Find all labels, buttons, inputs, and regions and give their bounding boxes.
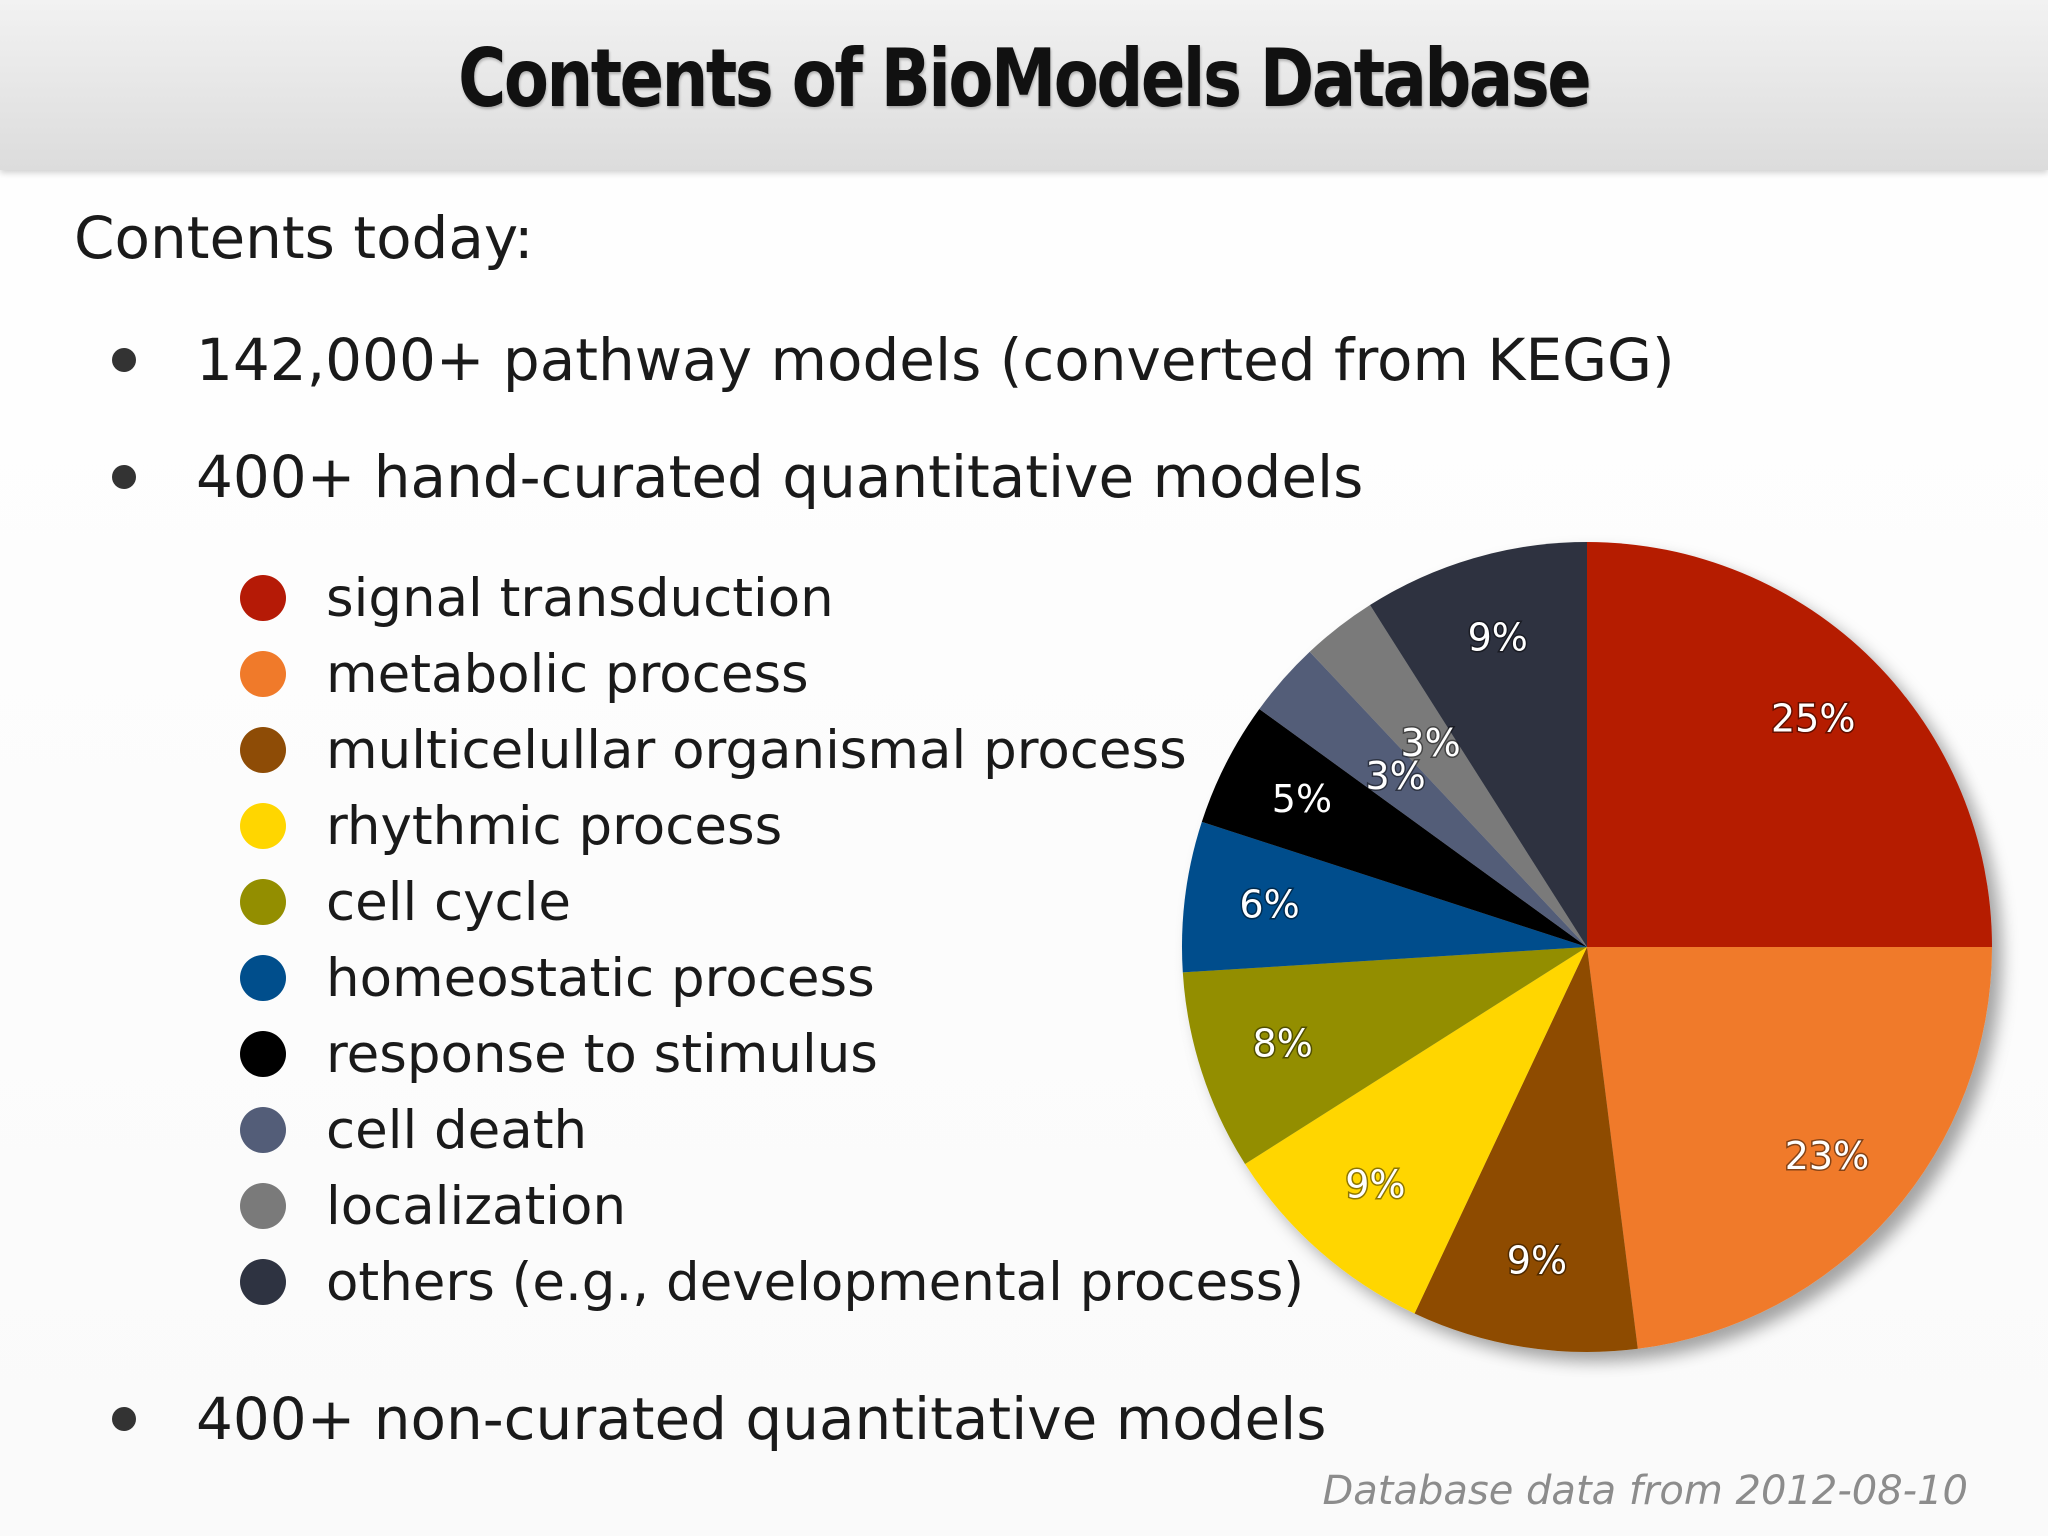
pie-value-label: 25% (1771, 696, 1855, 740)
legend-label: cell death (326, 1099, 588, 1161)
bullet-dot-icon (112, 348, 136, 372)
pie-slice (1182, 947, 1587, 1165)
legend-swatch (240, 1031, 286, 1077)
legend-swatch (240, 1259, 286, 1305)
pie-value-label: 3% (1365, 754, 1425, 798)
pie-value-label: 9% (1468, 615, 1528, 659)
legend-item: others (e.g., developmental process) (240, 1244, 1304, 1320)
bullet-text: 142,000+ pathway models (converted from … (196, 326, 1675, 394)
pie-chart-svg: 25% 23% 9% 9% 8% 6% 5% 3%3% 9% (1182, 542, 1992, 1352)
bullet-curated-models: 400+ hand-curated quantitative models (112, 443, 1363, 511)
pie-value-label: 23% (1785, 1134, 1869, 1178)
pie-slice (1201, 708, 1587, 947)
legend-label: multicelullar organismal process (326, 719, 1187, 781)
legend-item: cell death (240, 1092, 1260, 1168)
legend-swatch (240, 727, 286, 773)
pie-slice (1369, 542, 1587, 947)
legend-label: localization (326, 1175, 627, 1237)
legend-swatch (240, 575, 286, 621)
page-title: Contents of BioModels Database (458, 32, 1592, 125)
pie-slice (1414, 947, 1638, 1352)
legend-swatch (240, 879, 286, 925)
legend-label: response to stimulus (326, 1023, 878, 1085)
chart-legend: signal transduction metabolic process mult… (240, 560, 1304, 1320)
legend-item: metabolic process (240, 636, 1260, 712)
legend-item: rhythmic process (240, 788, 1260, 864)
legend-swatch (240, 803, 286, 849)
legend-swatch (240, 1183, 286, 1229)
legend-item: signal transduction (240, 560, 1260, 636)
legend-label: others (e.g., developmental process) (326, 1251, 1304, 1313)
footnote: Database data from 2012-08-10 (1322, 1468, 1968, 1514)
pie-slice (1182, 821, 1587, 973)
intro-text: Contents today: (74, 204, 534, 272)
header-bar: Contents of BioModels Database (0, 0, 2048, 170)
pie-value-label: 6% (1239, 882, 1299, 926)
pie-value-label: 9% (1507, 1239, 1567, 1283)
bullet-dot-icon (112, 465, 136, 489)
pie-slice (1259, 651, 1587, 947)
bullet-dot-icon (112, 1407, 136, 1431)
legend-swatch (240, 1107, 286, 1153)
bullet-noncurated-models: 400+ non-curated quantitative models (112, 1385, 1327, 1453)
pie-value-label: 9% (1345, 1162, 1405, 1206)
pie-value-label: 5% (1272, 777, 1332, 821)
legend-label: rhythmic process (326, 795, 783, 857)
pie-value-label: 3% (1400, 721, 1460, 765)
legend-swatch (240, 651, 286, 697)
legend-item: multicelullar organismal process (240, 712, 1260, 788)
pie-slice (1245, 947, 1587, 1314)
legend-label: metabolic process (326, 643, 809, 705)
bullet-text: 400+ hand-curated quantitative models (196, 443, 1364, 511)
legend-item: cell cycle (240, 864, 1260, 940)
pie-slice (1309, 605, 1587, 947)
legend-label: homeostatic process (326, 947, 875, 1009)
legend-swatch (240, 955, 286, 1001)
pie-slice (1587, 542, 1992, 947)
legend-item: response to stimulus (240, 1016, 1260, 1092)
pie-slice (1587, 947, 1992, 1349)
legend-item: homeostatic process (240, 940, 1260, 1016)
legend-label: cell cycle (326, 871, 572, 933)
pie-chart: 25% 23% 9% 9% 8% 6% 5% 3% 3% 9% (1150, 520, 2010, 1380)
bullet-pathway-models: 142,000+ pathway models (converted from … (112, 326, 1675, 394)
legend-label: signal transduction (326, 567, 834, 629)
legend-item: localization (240, 1168, 1260, 1244)
pie-value-label: 8% (1253, 1021, 1313, 1065)
bullet-text: 400+ non-curated quantitative models (196, 1385, 1327, 1453)
